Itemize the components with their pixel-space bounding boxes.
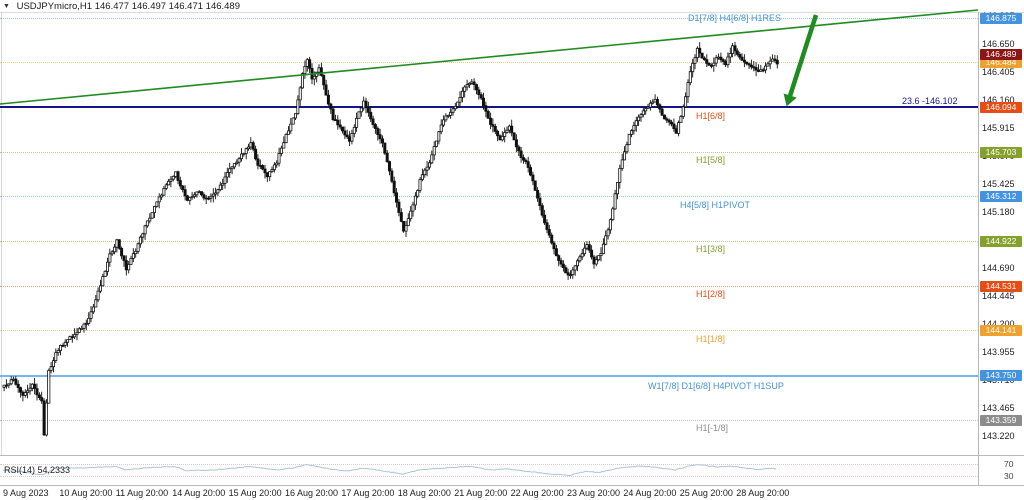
date-label: 28 Aug 20:00 <box>736 488 790 498</box>
date-label: 22 Aug 20:00 <box>510 488 564 498</box>
chart-left-border <box>1 12 2 455</box>
price-level-badge: 145.312 <box>980 191 1022 203</box>
price-tick: 143.220 <box>982 430 1015 441</box>
symbol-period-label: USDJPYmicro,H1 <box>16 1 93 12</box>
fibonacci-level-label: 23.6 -146.102 <box>902 95 958 106</box>
fib-level-line <box>0 105 978 108</box>
level-line <box>0 62 978 64</box>
price-level-badge: 144.141 <box>980 325 1022 337</box>
date-label: 23 Aug 20:00 <box>567 488 621 498</box>
chart-top-border <box>0 12 1024 13</box>
price-tick: 145.915 <box>982 122 1015 133</box>
bullish-candle-bodies <box>2 45 775 436</box>
price-tick: 146.650 <box>982 39 1015 49</box>
dropdown-triangle-icon[interactable]: ▼ <box>3 2 10 10</box>
rsi-scale-label: 30 <box>1004 471 1014 481</box>
date-label: 16 Aug 20:00 <box>285 488 339 498</box>
date-label: 17 Aug 20:00 <box>341 488 395 498</box>
price-tick: 144.200 <box>982 318 1015 329</box>
rsi-indicator-label: RSI(14) 54,2333 <box>4 465 71 475</box>
level-label: H4[5/8] H1PIVOT <box>680 199 751 210</box>
price-tick: 145.180 <box>982 206 1015 217</box>
price-tick: 144.690 <box>982 262 1015 273</box>
level-label: H1[-1/8] <box>696 423 729 434</box>
price-level-badge: 143.359 <box>980 414 1022 426</box>
price-tick: 146.405 <box>982 67 1015 77</box>
level-line <box>0 17 978 19</box>
level-line <box>0 151 978 153</box>
price-tick: 146.160 <box>982 94 1015 105</box>
current-price-badge: 146.489 <box>980 49 1022 61</box>
level-label: H1[6/8] <box>696 110 726 121</box>
price-level-badge: 146.875 <box>980 12 1022 24</box>
level-label: H1[2/8] <box>696 289 726 300</box>
date-label: 24 Aug 20:00 <box>623 488 677 498</box>
level-line <box>0 374 978 377</box>
date-label: 10 Aug 20:00 <box>59 488 113 498</box>
date-label: 25 Aug 20:00 <box>679 488 733 498</box>
date-label: 11 Aug 20:00 <box>115 488 169 498</box>
rsi-level-line <box>0 475 978 477</box>
level-label: D1[7/8] H4[6/8] H1RES <box>688 13 782 24</box>
rsi-line <box>2 464 777 477</box>
date-label: 9 Aug 2023 <box>3 488 49 498</box>
ohlc-values: 146.477 146.497 146.471 146.489 <box>94 1 240 12</box>
level-label: H1[1/8] <box>696 333 726 344</box>
axis-vertical-separator <box>978 12 979 485</box>
price-level-badge: 145.703 <box>980 146 1022 158</box>
date-label: 18 Aug 20:00 <box>397 488 451 498</box>
bearish-candle-bodies <box>4 45 779 436</box>
down-arrow-head <box>783 93 797 107</box>
level-label: W1[7/8] D1[6/8] H4PIVOT H1SUP <box>648 381 784 392</box>
time-axis-separator <box>0 485 1024 486</box>
price-tick: 143.955 <box>982 346 1015 357</box>
level-label: H1[3/8] <box>696 244 726 255</box>
ascending-trendline <box>0 9 979 105</box>
level-line <box>0 419 978 421</box>
rsi-scale-label: 70 <box>1004 459 1014 469</box>
level-label: H1[5/8] <box>696 155 726 166</box>
date-label: 14 Aug 20:00 <box>172 488 226 498</box>
price-tick: 145.425 <box>982 178 1015 189</box>
candle-wicks <box>3 41 778 437</box>
rsi-level-line <box>0 463 978 465</box>
price-tick: 143.465 <box>982 402 1015 413</box>
price-level-badge: 146.094 <box>980 102 1022 114</box>
level-line <box>0 285 978 287</box>
price-level-badge: 144.922 <box>980 235 1022 247</box>
level-line <box>0 330 978 332</box>
date-label: 21 Aug 20:00 <box>454 488 508 498</box>
down-arrow-shaft <box>787 14 819 97</box>
rsi-pane-separator[interactable] <box>0 455 1024 456</box>
price-tick: 144.445 <box>982 290 1015 301</box>
level-line <box>0 240 978 242</box>
chart-title: ▼ USDJPYmicro,H1 146.477 146.497 146.471… <box>3 1 240 12</box>
price-level-badge: 146.484 <box>980 57 1022 69</box>
price-level-badge: 144.531 <box>980 280 1022 292</box>
level-line <box>0 196 978 198</box>
price-level-badge: 143.750 <box>980 369 1022 381</box>
date-label: 15 Aug 20:00 <box>228 488 282 498</box>
